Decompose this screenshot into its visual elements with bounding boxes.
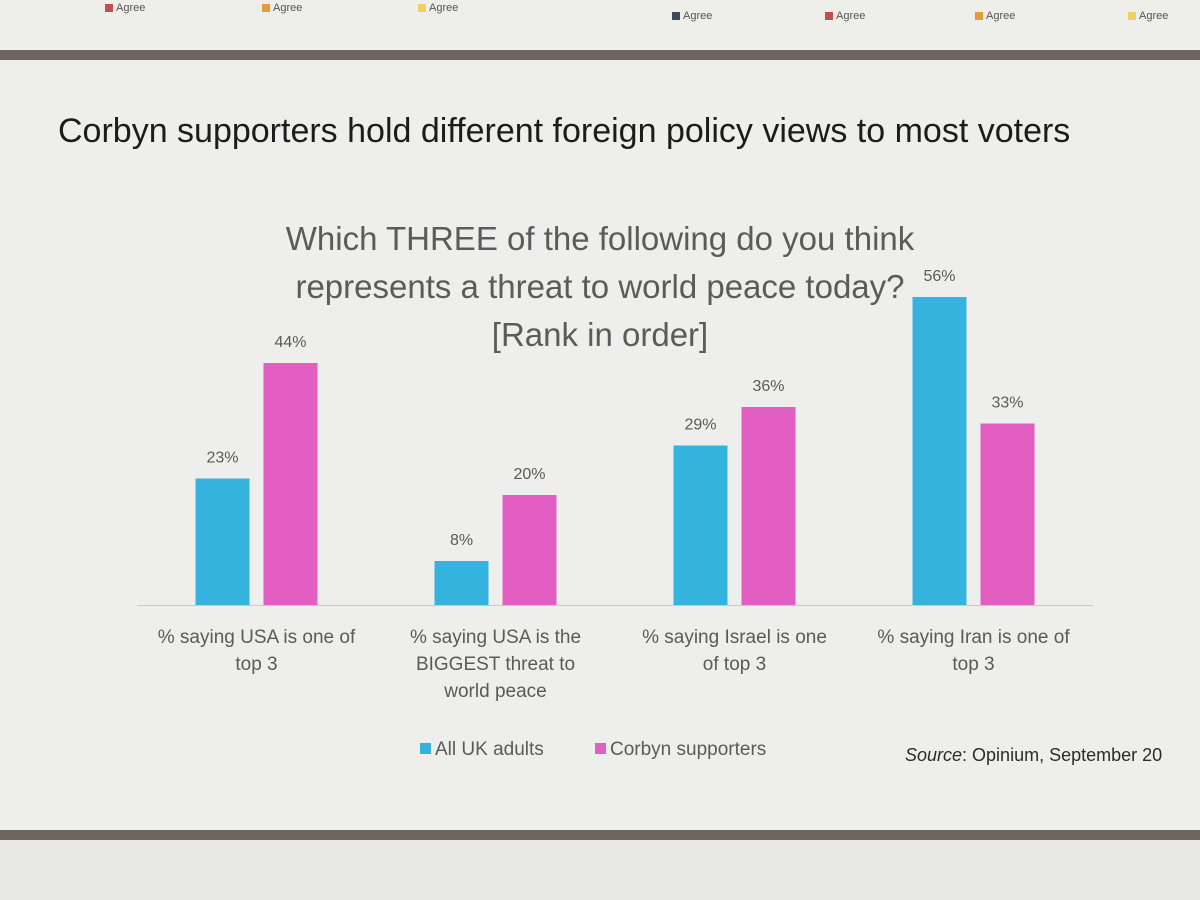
legend-swatch [420,743,431,754]
prev-legend-item: Agree [825,10,865,22]
legend-label: Agree [116,2,146,14]
previous-slide-strip: Agree Agree Agree Agree Agree Agree Agre… [0,0,1200,51]
slide-title: Corbyn supporters hold different foreign… [58,112,1071,150]
slide-separator [0,50,1200,60]
data-label: 29% [684,417,716,434]
prev-legend-item: Agree [262,2,302,14]
data-label: 33% [991,395,1023,412]
prev-legend-item: Agree [1128,10,1168,22]
category-label: % saying Iran is one of [877,627,1070,648]
legend-label: Agree [1139,10,1169,22]
data-label: 36% [752,378,784,395]
chart-title-line: [Rank in order] [491,316,709,353]
data-label: 8% [450,532,473,549]
data-label: 20% [513,466,545,483]
category-label: % saying USA is the [410,627,581,648]
legend-swatch [418,4,426,12]
category-label: top 3 [235,654,277,675]
bar [980,423,1035,605]
legend-swatch [1128,12,1136,20]
legend-swatch [672,12,680,20]
legend-label: Agree [986,10,1016,22]
slide-separator-bottom [0,830,1200,840]
legend-label: Agree [429,2,459,14]
next-slide-area [0,840,1200,900]
legend-swatch [825,12,833,20]
source-text: : Opinium, September 20 [962,745,1163,765]
prev-legend-item: Agree [418,2,458,14]
data-label: 56% [923,268,955,285]
category-label: % saying USA is one of [158,627,356,648]
category-label: of top 3 [703,654,766,675]
source-note: Source: Opinium, September 20 [905,745,1162,766]
legend-swatch [975,12,983,20]
source-label: Source [905,745,963,765]
data-label: 44% [274,334,306,351]
prev-legend-item: Agree [975,10,1015,22]
chart-title-line: Which THREE of the following do you thin… [285,220,915,257]
bar [434,561,489,605]
bar [195,478,250,605]
prev-legend-item: Agree [672,10,712,22]
bar [502,495,557,605]
category-label: BIGGEST threat to [416,654,575,675]
data-label: 23% [206,450,238,467]
chart-title-line: represents a threat to world peace today… [295,268,905,305]
category-label: world peace [443,681,546,702]
legend-swatch [262,4,270,12]
legend-label: All UK adults [435,739,544,760]
legend-label: Agree [836,10,866,22]
legend-label: Agree [273,2,303,14]
bar [741,407,796,605]
chart-title: Which THREE of the following do you thin… [200,215,1000,359]
bar [673,445,728,605]
category-label: % saying Israel is one [642,627,827,648]
legend-label: Agree [683,10,713,22]
legend-label: Corbyn supporters [610,739,766,760]
bar [263,363,318,605]
category-label: top 3 [952,654,994,675]
bar [912,297,967,605]
legend-swatch [105,4,113,12]
prev-legend-item: Agree [105,2,145,14]
legend-swatch [595,743,606,754]
